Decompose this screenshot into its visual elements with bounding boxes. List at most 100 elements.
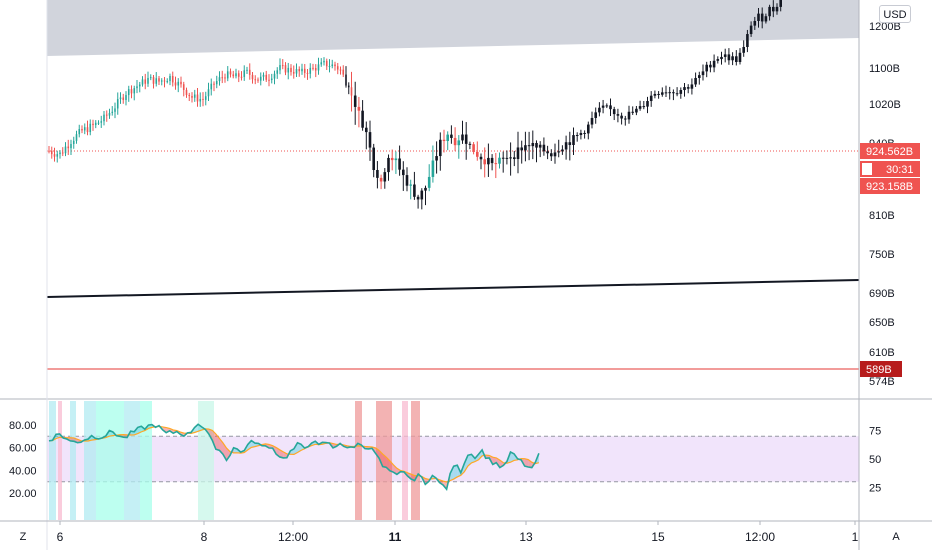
candle xyxy=(450,125,453,144)
candle xyxy=(513,150,516,167)
candle xyxy=(259,72,262,86)
candle xyxy=(694,72,697,87)
candle xyxy=(314,64,317,78)
candle xyxy=(483,147,486,178)
candle xyxy=(764,13,768,24)
currency-button[interactable]: USD xyxy=(879,5,911,23)
rsi-right-axis-label: 25 xyxy=(869,483,881,495)
rsi-highlight xyxy=(58,401,62,520)
candle xyxy=(361,100,364,131)
candle xyxy=(149,74,152,81)
candle xyxy=(668,86,671,100)
candle xyxy=(224,73,226,83)
rsi-highlight xyxy=(411,401,420,520)
lower-price-tag: 923.158B xyxy=(860,178,920,194)
candle xyxy=(59,150,61,159)
rsi-left-axis-label: 80.00 xyxy=(9,420,37,432)
candle xyxy=(160,78,163,86)
candle xyxy=(111,106,114,116)
rsi-highlight xyxy=(70,401,76,520)
candle xyxy=(133,85,136,101)
resistance-zone[interactable] xyxy=(47,0,859,56)
time-axis-label: 15 xyxy=(651,530,665,544)
time-axis-label: 11 xyxy=(389,530,402,544)
candle xyxy=(281,59,284,70)
candle xyxy=(50,146,53,159)
candle xyxy=(279,58,281,75)
candle xyxy=(468,141,472,150)
candle xyxy=(169,73,171,86)
candle xyxy=(590,111,594,129)
candle xyxy=(229,68,232,78)
candle xyxy=(435,141,438,174)
candle xyxy=(163,76,166,88)
rsi-fill xyxy=(510,452,515,463)
candle xyxy=(171,71,174,87)
candle xyxy=(353,81,357,125)
candle xyxy=(413,171,416,200)
candle xyxy=(379,174,383,190)
candle xyxy=(498,152,501,169)
candle xyxy=(598,102,601,117)
candle xyxy=(387,154,390,181)
candle xyxy=(158,75,160,85)
candle xyxy=(303,63,306,78)
rsi-highlight xyxy=(198,401,214,520)
candle xyxy=(464,122,468,160)
candle xyxy=(716,56,720,64)
candle xyxy=(336,62,339,75)
candle xyxy=(661,87,664,97)
price-axis-label: 574B xyxy=(869,376,895,388)
candle xyxy=(141,76,144,87)
candle xyxy=(262,72,265,81)
candle xyxy=(287,62,290,80)
price-axis-label: 690B xyxy=(869,288,895,300)
candle xyxy=(601,99,605,114)
candle xyxy=(424,185,427,206)
candle xyxy=(487,143,490,177)
candle xyxy=(350,71,353,112)
price-axis-label: 610B xyxy=(869,347,895,359)
candle xyxy=(612,106,616,121)
candle xyxy=(372,143,375,178)
candle xyxy=(564,135,568,160)
candle xyxy=(182,81,185,97)
candle xyxy=(122,93,125,104)
candle xyxy=(89,119,92,136)
candle xyxy=(144,73,147,90)
candle xyxy=(215,75,218,89)
candle xyxy=(320,58,323,67)
trend-line[interactable] xyxy=(46,279,860,298)
candle xyxy=(642,100,646,110)
current-price-tag: 924.562B xyxy=(860,143,920,159)
svg-text:589B: 589B xyxy=(866,364,892,376)
candle xyxy=(605,103,609,109)
candle xyxy=(86,120,89,136)
candle xyxy=(306,68,309,80)
candle xyxy=(457,135,461,159)
candle xyxy=(210,78,213,96)
candle xyxy=(431,145,435,183)
candle xyxy=(760,7,764,29)
candle xyxy=(347,82,350,95)
price-axis-label: 810B xyxy=(869,210,895,222)
candle xyxy=(127,85,130,102)
candle xyxy=(103,111,105,126)
candle xyxy=(312,63,314,71)
candle xyxy=(505,150,509,165)
svg-text:30:31: 30:31 xyxy=(886,164,914,176)
rsi-fill xyxy=(251,440,255,448)
rsi-band xyxy=(47,436,859,482)
candle xyxy=(420,188,424,210)
rsi-line xyxy=(48,423,540,492)
level-price-tag: 589B xyxy=(860,361,902,377)
auto-scale-a-button[interactable]: A xyxy=(892,531,900,543)
candle xyxy=(675,87,679,97)
candle xyxy=(193,89,196,102)
candle xyxy=(92,119,94,131)
candle xyxy=(746,29,749,53)
auto-scale-z-button[interactable]: Z xyxy=(19,531,27,543)
candle xyxy=(251,72,254,84)
